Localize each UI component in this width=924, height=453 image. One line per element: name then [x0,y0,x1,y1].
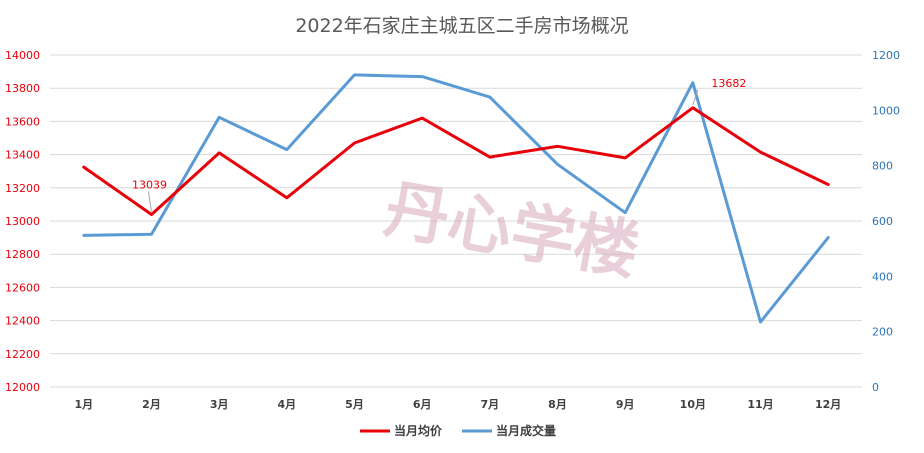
data-labels: 13039 13682 [132,77,746,212]
right-axis-tick-label: 200 [872,326,893,339]
right-axis-tick-label: 1200 [872,49,900,62]
x-axis-tick-label: 8月 [548,398,567,411]
right-axis-tick-label: 600 [872,215,893,228]
x-axis-tick-label: 4月 [278,398,297,411]
x-axis-tick-label: 11月 [747,398,773,411]
left-axis-tick-label: 12400 [5,315,40,328]
data-label: 13039 [132,179,167,192]
x-axis-ticks: 1月 2月 3月 4月 5月 6月 7月 8月 9月 10月 11月 12月 [75,398,842,411]
right-axis-ticks: 0 200 400 600 800 1000 1200 [872,49,900,394]
x-axis-tick-label: 6月 [413,398,432,411]
data-label-leader [148,191,152,212]
x-axis-tick-label: 9月 [616,398,635,411]
left-axis-tick-label: 12000 [5,381,40,394]
chart-title: 2022年石家庄主城五区二手房市场概况 [295,15,628,37]
data-label: 13682 [711,77,746,90]
x-axis-tick-label: 1月 [75,398,94,411]
legend-label: 当月均价 [394,423,443,438]
left-axis-tick-label: 13000 [5,215,40,228]
legend-label: 当月成交量 [496,423,556,438]
left-axis-tick-label: 13800 [5,82,40,95]
left-axis-tick-label: 13600 [5,115,40,128]
right-axis-tick-label: 400 [872,270,893,283]
right-axis-tick-label: 0 [872,381,879,394]
left-axis-tick-label: 13200 [5,182,40,195]
left-axis-tick-label: 12200 [5,348,40,361]
x-axis-tick-label: 12月 [815,398,841,411]
legend: 当月均价 当月成交量 [360,423,556,438]
x-axis-tick-label: 10月 [680,398,706,411]
series-line-price [82,106,830,216]
x-axis-tick-label: 2月 [142,398,161,411]
left-axis-tick-label: 13400 [5,149,40,162]
x-axis-tick-label: 5月 [345,398,364,411]
series-lines [82,73,830,324]
left-axis-tick-label: 12800 [5,248,40,261]
left-axis-tick-label: 12600 [5,281,40,294]
right-axis-tick-label: 800 [872,160,893,173]
series-line-volume [82,73,830,324]
left-axis-ticks: 12000 12200 12400 12600 12800 13000 13200 13400… [5,49,40,394]
left-axis-tick-label: 14000 [5,49,40,62]
x-axis-tick-label: 7月 [481,398,500,411]
data-label-leader [692,89,699,105]
x-axis-tick-label: 3月 [210,398,229,411]
right-axis-tick-label: 1000 [872,104,900,117]
